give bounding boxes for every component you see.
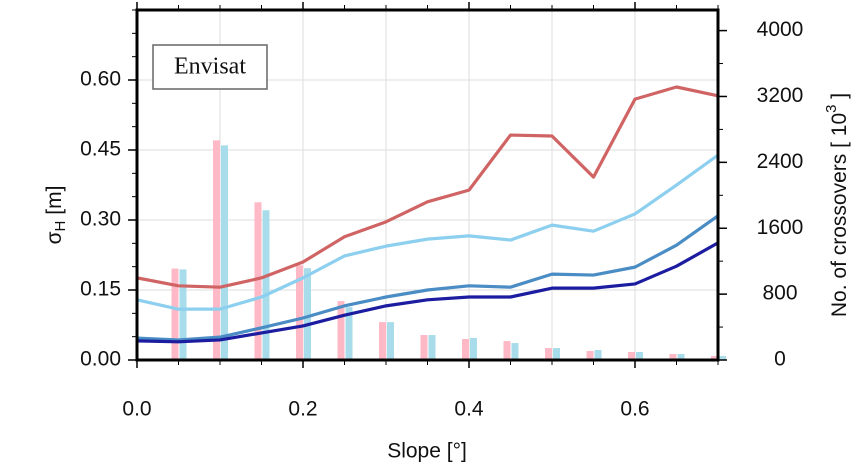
bar [179, 269, 187, 360]
bar [594, 350, 602, 360]
x-tick-label: 0.4 [454, 398, 484, 421]
bar [304, 268, 311, 360]
y2-tick-label: 0 [774, 348, 786, 371]
y-tick-label: 0.30 [80, 208, 121, 231]
bar [711, 356, 718, 360]
line [136, 85, 719, 289]
bar [586, 351, 594, 360]
y2-tick-label: 3200 [757, 84, 804, 107]
y-axis-label: σH [m] [43, 186, 69, 245]
bar [669, 353, 677, 360]
legend-box [152, 44, 268, 90]
bar [628, 352, 635, 360]
line [136, 214, 719, 342]
bar [213, 140, 220, 360]
y2-tick-label: 2400 [757, 150, 804, 173]
bar [379, 322, 386, 360]
bar [545, 348, 552, 360]
y2-tick-label: 1600 [757, 216, 804, 239]
x-axis-label: Slope [°] [387, 440, 467, 463]
bar [553, 348, 560, 360]
bar [221, 145, 228, 360]
bar [420, 335, 428, 360]
bar [387, 322, 394, 360]
y2-tick-label: 4000 [757, 18, 804, 41]
bar [262, 210, 270, 360]
bar [503, 341, 511, 360]
y-tick-label: 0.00 [80, 348, 121, 371]
y2-axis-label: No. of crossovers [ 103 ] [823, 93, 851, 317]
bar [511, 343, 519, 360]
bar [428, 335, 436, 360]
bar [719, 356, 726, 360]
y-label-subscript: H [52, 221, 69, 232]
x-tick-label: 0.0 [122, 398, 151, 421]
bar [337, 301, 345, 360]
x-tick-label: 0.2 [288, 398, 317, 421]
x-tick-label: 0.6 [620, 398, 649, 421]
line [136, 153, 719, 311]
bar [470, 338, 477, 360]
legend-text: Envisat [174, 54, 246, 80]
y-tick-label: 0.60 [80, 68, 121, 91]
y2-label-end: ] [828, 93, 851, 105]
y-tick-label: 0.45 [80, 138, 121, 161]
bar [171, 268, 179, 360]
y-label-unit: [m] [43, 186, 66, 221]
y-label-symbol: σ [43, 231, 66, 244]
bar [462, 339, 469, 360]
bar [677, 353, 685, 360]
bar [345, 307, 353, 360]
line [136, 241, 719, 344]
bar [254, 202, 262, 360]
y2-label-sup: 3 [823, 105, 840, 113]
bar [296, 265, 303, 360]
bar [636, 352, 643, 360]
y2-tick-label: 800 [762, 282, 797, 305]
y-tick-label: 0.15 [80, 278, 121, 301]
y2-label-text: No. of crossovers [ 10 [828, 113, 851, 317]
